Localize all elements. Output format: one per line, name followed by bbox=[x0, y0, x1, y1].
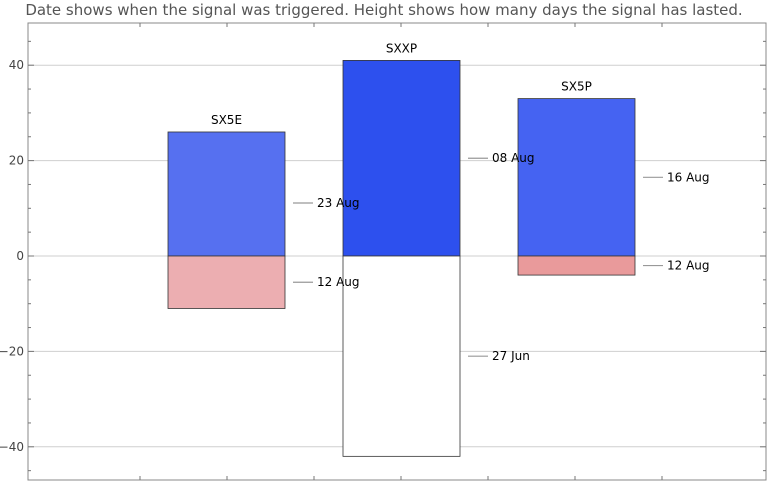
bar-positive-sx5e bbox=[167, 131, 286, 257]
bar-negative-sx5p bbox=[517, 255, 636, 276]
date-label-positive: 08 Aug bbox=[492, 151, 535, 165]
label-layer: −40 −20 0 20 40 SX5E 23 Aug 12 Aug SXXP 08 Aug 27 … bbox=[0, 41, 710, 453]
y-tick-label: 0 bbox=[16, 249, 24, 263]
date-label-negative: 12 Aug bbox=[317, 275, 360, 289]
category-label: SXXP bbox=[386, 41, 417, 55]
bar-negative-sxxp bbox=[342, 255, 461, 457]
y-tick-label: 40 bbox=[9, 58, 24, 72]
chart-title: Date shows when the signal was triggered… bbox=[25, 1, 743, 19]
plot-frame bbox=[27, 22, 767, 481]
category-label: SX5E bbox=[211, 113, 242, 127]
bar-positive-sx5p bbox=[517, 98, 636, 257]
y-tick-label: −20 bbox=[0, 344, 24, 358]
bar-layer bbox=[167, 60, 636, 457]
date-label-negative: 27 Jun bbox=[492, 349, 530, 363]
category-label: SX5P bbox=[561, 80, 592, 94]
date-label-negative: 12 Aug bbox=[667, 259, 710, 273]
date-label-positive: 23 Aug bbox=[317, 196, 360, 210]
y-tick-label: 20 bbox=[9, 154, 24, 168]
bar-negative-sx5e bbox=[167, 255, 286, 309]
y-tick-label: −40 bbox=[0, 440, 24, 454]
bar-positive-sxxp bbox=[342, 60, 461, 257]
frame-layer bbox=[27, 22, 767, 481]
date-label-positive: 16 Aug bbox=[667, 170, 710, 184]
